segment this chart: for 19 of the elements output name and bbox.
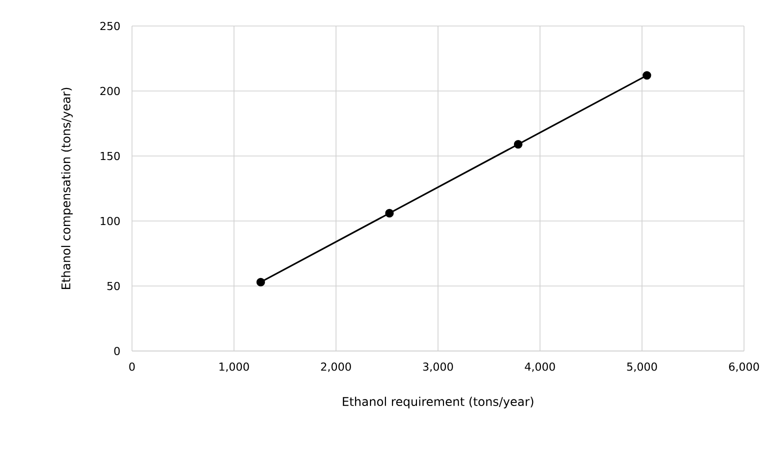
y-tick-label: 100 (100, 216, 120, 226)
point (514, 140, 522, 149)
x-tick-label: 1,000 (220, 362, 249, 372)
y-tick-label: 0 (114, 346, 120, 356)
point (642, 71, 652, 80)
x-tick-label: 6,000 (729, 362, 759, 372)
x-tick-label: 3,000 (423, 362, 453, 372)
y-tick-label: 150 (100, 152, 120, 160)
x-tick-label: 2,000 (321, 362, 351, 372)
point (385, 208, 394, 218)
x-axis-title: Ethanol requirement (tons/year) (342, 396, 534, 408)
x-tick-label: 0 (129, 362, 135, 371)
y-tick-label: 200 (100, 86, 120, 96)
x-tick-label: 5,000 (627, 362, 657, 372)
point (256, 278, 266, 286)
y-tick-label: 250 (100, 22, 120, 30)
x-tick-label: 4,000 (524, 362, 555, 372)
y-tick-label: 50 (107, 282, 120, 290)
y-axis-title: Ethanol compensation (tons/year) (61, 88, 73, 289)
